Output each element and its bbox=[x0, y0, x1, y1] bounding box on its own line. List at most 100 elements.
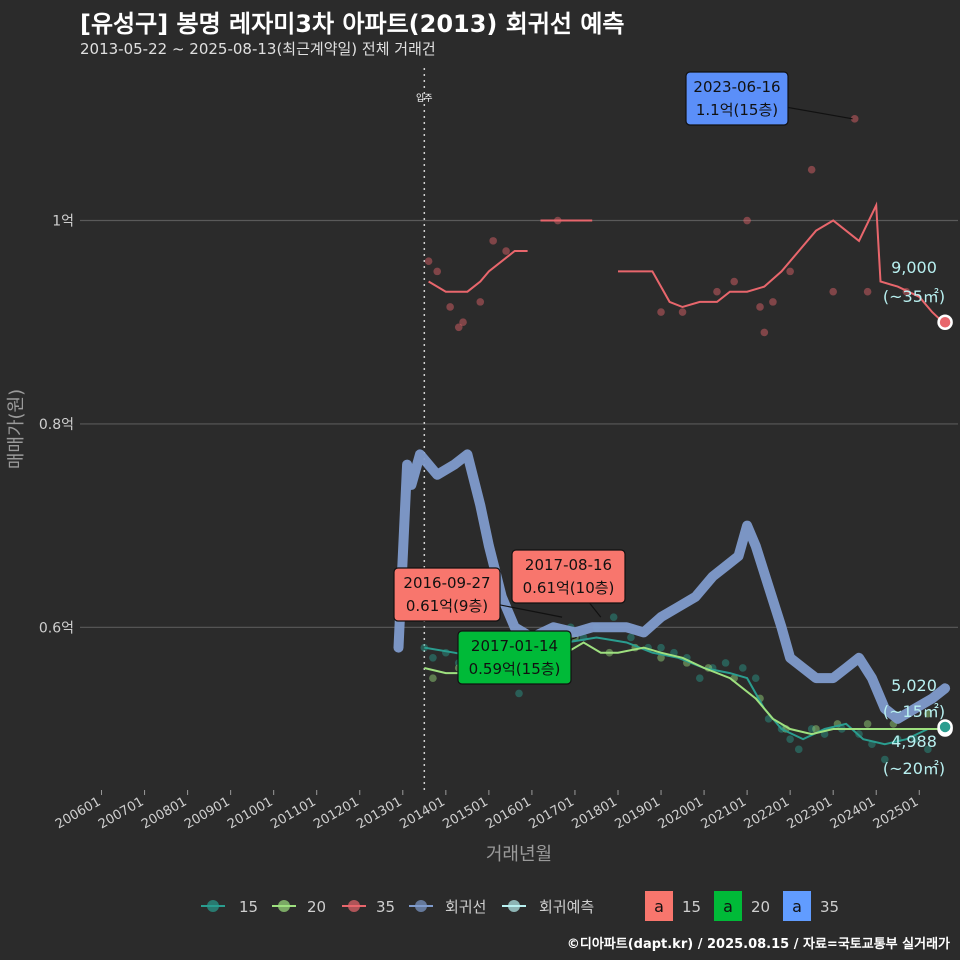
scatter-point-35 bbox=[657, 308, 665, 316]
legend-label: 20 bbox=[307, 898, 326, 916]
scatter-point-35 bbox=[786, 267, 794, 276]
legend-label: 20 bbox=[751, 898, 770, 916]
scatter-point-15 bbox=[924, 745, 932, 754]
callout-box bbox=[685, 71, 789, 126]
scatter-point-35 bbox=[476, 298, 485, 306]
x-tick-label: 201301 bbox=[354, 794, 404, 832]
x-tick-label: 200601 bbox=[53, 794, 103, 832]
scatter-point-15 bbox=[739, 664, 747, 672]
callout-box bbox=[393, 567, 501, 622]
callout-box bbox=[511, 549, 626, 604]
scatter-point-35 bbox=[769, 298, 777, 306]
scatter-point-35 bbox=[454, 323, 463, 332]
x-tick-label: 202101 bbox=[699, 794, 749, 832]
right-area-label: (~35㎡) bbox=[883, 287, 945, 306]
callout-date: 2017-01-14 bbox=[471, 637, 558, 655]
legend-label: 회귀예측 bbox=[539, 898, 594, 916]
legend-label: 35 bbox=[820, 898, 839, 916]
y-tick-label: 1억 bbox=[52, 214, 74, 230]
legend-swatch bbox=[714, 891, 742, 921]
callout-price: 0.61억(10층) bbox=[523, 579, 615, 597]
scatter-point-15 bbox=[627, 633, 635, 642]
scatter-point-35 bbox=[850, 115, 859, 123]
scatter-point-15 bbox=[807, 725, 816, 733]
scatter-point-35 bbox=[446, 303, 454, 311]
prediction-marker-15 bbox=[937, 719, 953, 735]
chart-title: [유성구] 봉명 레자미3차 아파트(2013) 회귀선 예측 bbox=[80, 10, 625, 38]
y-axis-title: 매매가(원) bbox=[6, 389, 27, 469]
legend-swatch-glyph: a bbox=[723, 897, 733, 916]
regression-line bbox=[393, 449, 951, 724]
callout-box bbox=[457, 630, 572, 685]
scatter-point-35 bbox=[760, 328, 769, 337]
scatter-point-35 bbox=[829, 287, 837, 296]
legend-dot bbox=[348, 900, 360, 912]
x-tick-label: 202201 bbox=[742, 794, 792, 832]
right-value-label: 9,000 bbox=[891, 258, 937, 277]
legend-label: 회귀선 bbox=[445, 898, 486, 916]
scatter-point-15 bbox=[881, 755, 889, 764]
x-tick-label: 201801 bbox=[570, 794, 620, 832]
x-tick-label: 200701 bbox=[96, 794, 146, 832]
x-tick-label: 201001 bbox=[225, 794, 275, 832]
scatter-point-35 bbox=[459, 318, 467, 327]
legend-label: 15 bbox=[239, 898, 258, 916]
scatter-point-35 bbox=[807, 165, 816, 174]
x-tick-label: 202001 bbox=[656, 794, 706, 832]
y-tick-label: 0.8억 bbox=[39, 417, 74, 433]
x-tick-label: 202301 bbox=[785, 794, 835, 832]
scatter-point-35 bbox=[743, 216, 751, 225]
scatter-point-15 bbox=[429, 654, 437, 662]
x-tick-label: 200801 bbox=[139, 794, 189, 832]
x-axis-title: 거래년월 bbox=[486, 844, 552, 865]
legend-swatch-glyph: a bbox=[654, 897, 664, 916]
legend-swatch bbox=[783, 891, 811, 921]
legend-label: 35 bbox=[376, 898, 395, 916]
legend-swatch-glyph: a bbox=[792, 897, 802, 916]
scatter-point-15 bbox=[609, 613, 618, 621]
series-line-35 bbox=[428, 201, 944, 323]
scatter-point-15 bbox=[515, 689, 523, 698]
callout-date: 2023-06-16 bbox=[693, 78, 780, 96]
move-in-label: 입주 bbox=[416, 92, 433, 104]
callout-price: 0.59억(15층) bbox=[469, 660, 561, 678]
scatter-point-15 bbox=[911, 735, 919, 743]
scatter-point-35 bbox=[863, 287, 872, 296]
scatter-point-35 bbox=[424, 257, 433, 266]
chart-subtitle: 2013-05-22 ~ 2025-08-13(최근계약일) 전체 거래건 bbox=[80, 40, 436, 58]
scatter-point-35 bbox=[678, 308, 687, 316]
right-value-label: 5,020 bbox=[891, 676, 937, 695]
x-tick-label: 200901 bbox=[182, 794, 232, 832]
chart-footer: ©디아파트(dapt.kr) / 2025.08.15 / 자료=국토교통부 실… bbox=[566, 937, 950, 952]
right-value-label: 4,988 bbox=[891, 732, 937, 751]
right-area-label: (~20㎡) bbox=[883, 759, 945, 778]
y-tick-label: 0.6억 bbox=[39, 620, 74, 636]
scatter-point-15 bbox=[657, 643, 665, 652]
scatter-point-35 bbox=[433, 267, 442, 276]
legend-swatch bbox=[645, 891, 673, 921]
scatter-point-15 bbox=[695, 674, 704, 682]
x-tick-label: 201901 bbox=[613, 794, 663, 832]
right-area-label: (~15㎡) bbox=[883, 702, 945, 721]
scatter-point-35 bbox=[756, 303, 764, 311]
legend-label: 15 bbox=[682, 898, 701, 916]
scatter-point-20 bbox=[429, 674, 437, 682]
legend-dot bbox=[278, 900, 290, 912]
scatter-point-35 bbox=[713, 287, 721, 296]
scatter-point-35 bbox=[502, 247, 510, 255]
prediction-marker-35 bbox=[937, 314, 953, 330]
scatter-point-15 bbox=[751, 674, 760, 682]
scatter-point-20 bbox=[924, 709, 932, 718]
scatter-point-20 bbox=[657, 654, 665, 662]
scatter-point-15 bbox=[786, 735, 794, 743]
scatter-point-35 bbox=[730, 277, 738, 286]
x-tick-label: 202401 bbox=[828, 794, 878, 832]
scatter-point-15 bbox=[721, 659, 730, 667]
legend-dot bbox=[207, 900, 219, 912]
scatter-point-35 bbox=[489, 237, 497, 245]
x-tick-label: 201501 bbox=[440, 794, 490, 832]
callout-price: 0.61억(9층) bbox=[406, 597, 488, 615]
scatter-point-20 bbox=[812, 725, 820, 733]
